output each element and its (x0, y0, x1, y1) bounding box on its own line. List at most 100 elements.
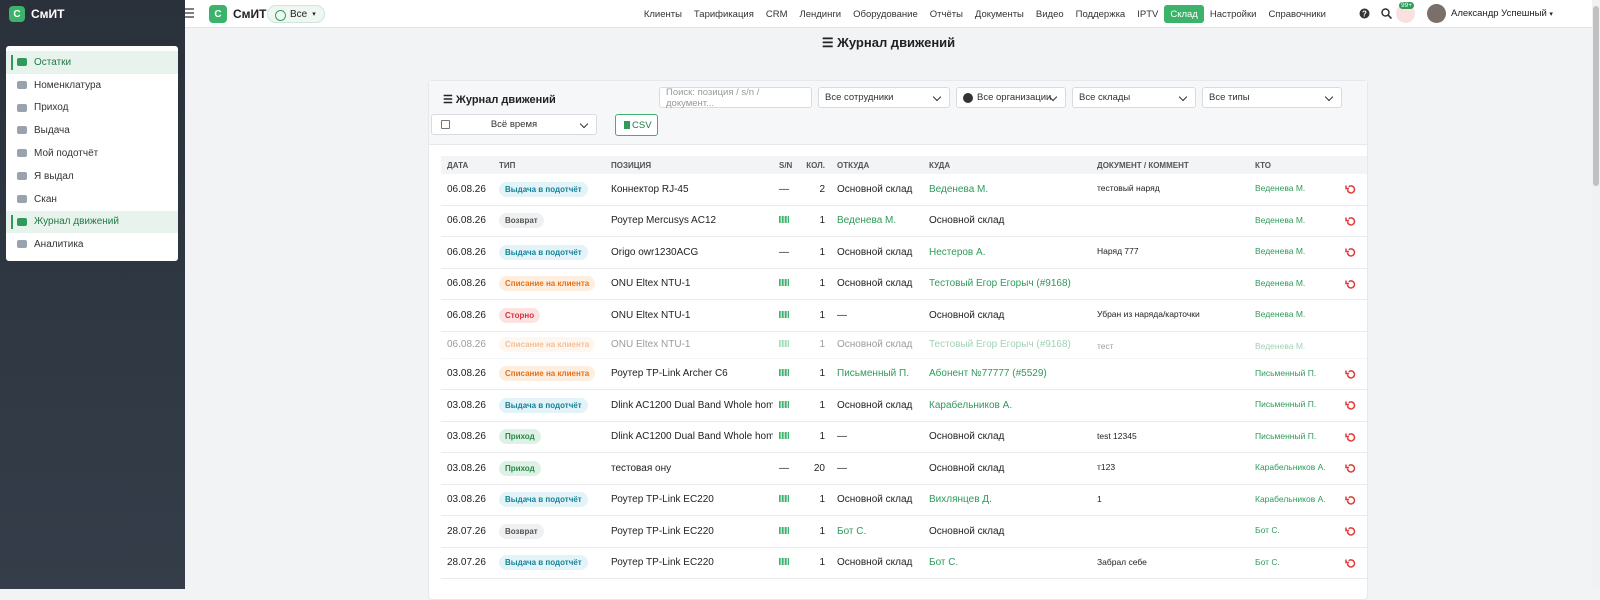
who-text[interactable]: Веденева М. (1255, 183, 1306, 193)
who-text[interactable]: Веденева М. (1255, 309, 1306, 319)
undo-button[interactable] (1345, 400, 1356, 411)
to-cell[interactable]: Бот С. (929, 557, 959, 569)
menu-item[interactable]: Остатки (6, 51, 178, 74)
from-cell: Основной склад (837, 278, 913, 290)
to-cell[interactable]: Абонент №77777 (#5529) (929, 368, 1047, 380)
sn-icon[interactable] (779, 216, 789, 224)
who-cell: Веденева М. (1249, 174, 1339, 193)
menu-item[interactable]: Аналитика (6, 233, 178, 256)
sn-icon[interactable] (779, 340, 789, 347)
who-text[interactable]: Письменный П. (1255, 430, 1317, 441)
nav-link[interactable]: IPTV (1137, 8, 1159, 20)
from-cell[interactable]: Веденева М. (837, 215, 897, 227)
user-name[interactable]: Александр Успешный ▾ (1451, 8, 1553, 19)
from-cell: — (837, 462, 847, 474)
to-cell[interactable]: Вихлянцев Д. (929, 494, 992, 506)
undo-button[interactable] (1345, 216, 1356, 227)
menu-item[interactable]: Номенклатура (6, 74, 178, 97)
to-cell[interactable]: Карабельников А. (929, 399, 1013, 411)
nav-link[interactable]: Оборудование (853, 8, 918, 20)
who-text[interactable]: Бот С. (1255, 525, 1280, 535)
undo-button[interactable] (1345, 526, 1356, 537)
top-logo[interactable]: С СмИТ (209, 5, 267, 23)
to-cell: Основной склад (929, 431, 1005, 443)
who-text[interactable]: Веденева М. (1255, 277, 1306, 288)
undo-button[interactable] (1345, 247, 1356, 258)
nav-link[interactable]: Справочники (1268, 8, 1326, 20)
sn-icon[interactable] (779, 526, 789, 534)
undo-cell (1339, 212, 1367, 230)
nav-link[interactable]: Склад (1164, 5, 1204, 23)
nav-link[interactable]: Видео (1035, 8, 1064, 20)
search-input[interactable]: Поиск: позиция / s/n / документ... (659, 87, 812, 109)
nav-link[interactable]: Отчёты (929, 8, 963, 20)
menu-item[interactable]: Приход (6, 97, 178, 120)
sn-icon[interactable] (779, 369, 789, 377)
who-text[interactable]: Веденева М. (1255, 340, 1306, 351)
undo-button[interactable] (1345, 432, 1356, 443)
undo-button[interactable] (1345, 369, 1356, 380)
avatar[interactable] (1427, 4, 1446, 23)
to-cell[interactable]: Тестовый Егор Егорыч (#9168) (929, 278, 1071, 290)
sn-icon[interactable] (779, 558, 789, 566)
doc-cell: test 12345 (1091, 422, 1249, 441)
sn-cell (773, 494, 797, 505)
sn-icon[interactable] (779, 279, 789, 287)
to-cell[interactable]: Нестеров А. (929, 246, 986, 258)
search-icon[interactable] (1381, 8, 1392, 19)
notifications[interactable]: 99+ (1396, 2, 1415, 23)
scrollbar[interactable] (1592, 0, 1600, 589)
nav-link[interactable]: Документы (974, 8, 1024, 20)
who-text[interactable]: Веденева М. (1255, 246, 1306, 256)
qty-cell: 1 (819, 215, 825, 227)
menu-item[interactable]: Скан (6, 188, 178, 211)
undo-button[interactable] (1345, 184, 1356, 195)
to-cell[interactable]: Веденева М. (929, 183, 989, 195)
nav-link[interactable]: Настройки (1209, 8, 1257, 20)
who-text[interactable]: Карабельников А. (1255, 493, 1326, 504)
nav-link[interactable]: CRM (765, 8, 788, 20)
logo[interactable]: С СмИТ (9, 6, 65, 22)
from-cell[interactable]: Письменный П. (837, 368, 909, 380)
csv-button[interactable]: CSV (615, 114, 658, 136)
doc-text: тест (1097, 340, 1114, 351)
menu-icon (17, 103, 27, 112)
undo-button[interactable] (1345, 463, 1356, 474)
card-title-text: Журнал движений (455, 94, 556, 106)
who-cell: Веденева М. (1249, 300, 1339, 319)
who-cell: Веденева М. (1249, 206, 1339, 225)
nav-link[interactable]: Клиенты (643, 8, 682, 20)
nav-link[interactable]: Поддержка (1075, 8, 1126, 20)
help-icon[interactable]: ? (1359, 8, 1370, 19)
nav-link[interactable]: Лендинги (799, 8, 842, 20)
sn-icon[interactable] (779, 432, 789, 440)
position-cell: Роутер TP-Link EC220 (611, 525, 714, 537)
menu-item[interactable]: Журнал движений (6, 210, 178, 234)
who-text[interactable]: Веденева М. (1255, 214, 1306, 225)
who-text[interactable]: Карабельников А. (1255, 462, 1326, 472)
nav-link[interactable]: Тарификация (693, 8, 754, 20)
scroll-thumb[interactable] (1593, 6, 1599, 186)
from-cell[interactable]: Бот С. (837, 525, 867, 537)
org-filter[interactable]: Все организации (956, 87, 1066, 108)
type-filter[interactable]: Все типы (1202, 87, 1342, 108)
menu-item[interactable]: Мой подотчёт (6, 142, 178, 165)
undo-button[interactable] (1345, 279, 1356, 290)
who-text[interactable]: Письменный П. (1255, 367, 1317, 378)
undo-button[interactable] (1345, 558, 1356, 569)
to-cell[interactable]: Тестовый Егор Егорыч (#9168) (929, 339, 1071, 350)
menu-item[interactable]: Выдача (6, 119, 178, 142)
who-text[interactable]: Письменный П. (1255, 399, 1317, 409)
employee-filter[interactable]: Все сотрудники (818, 87, 950, 108)
sn-icon[interactable] (779, 310, 789, 318)
menu-toggle[interactable] (185, 8, 195, 18)
period-filter[interactable]: Всё время (431, 114, 597, 135)
undo-button[interactable] (1345, 495, 1356, 506)
sn-icon[interactable] (779, 400, 789, 408)
sn-icon[interactable] (779, 495, 789, 503)
warehouse-filter[interactable]: Все склады (1072, 87, 1196, 108)
type-badge: Списание на клиента (499, 276, 596, 292)
scope-select[interactable]: Все ▾ (267, 5, 325, 23)
menu-item[interactable]: Я выдал (6, 165, 178, 188)
who-text[interactable]: Бот С. (1255, 556, 1280, 567)
